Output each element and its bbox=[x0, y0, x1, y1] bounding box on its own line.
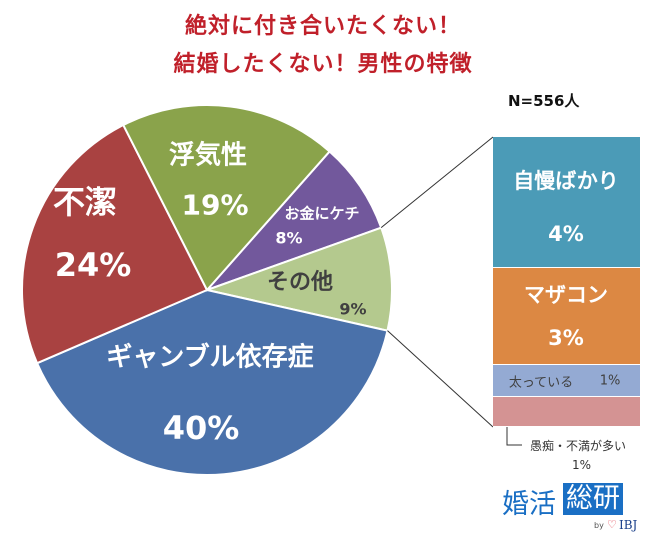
bar-segment-futotte: 太っている 1% bbox=[493, 365, 640, 397]
logo-part1: 婚活 bbox=[502, 489, 556, 520]
value-okane: 8% bbox=[275, 228, 303, 248]
bar-value-mazakon: 3% bbox=[548, 326, 584, 350]
pie-slice-3 bbox=[21, 123, 209, 365]
value-gamble: 40% bbox=[162, 409, 240, 447]
logo-by: by bbox=[594, 521, 604, 530]
bar-value-guchi: 1% bbox=[572, 458, 592, 472]
label-sonota: その他 bbox=[266, 270, 334, 295]
pie-slice-4 bbox=[121, 104, 331, 292]
pie-slice-0 bbox=[206, 150, 383, 291]
label-uwaki: 浮気性 bbox=[168, 140, 248, 171]
heart-icon: ♡ bbox=[607, 518, 617, 531]
label-gamble: ギャンブル依存症 bbox=[106, 342, 314, 373]
bar-segment-jiman: 自慢ばかり 4% bbox=[493, 137, 640, 268]
pie-slice-2 bbox=[35, 288, 389, 476]
bar-label-mazakon: マザコン bbox=[524, 283, 608, 307]
bar-label-futotte: 太っている bbox=[508, 375, 574, 391]
bar-value-futotte: 1% bbox=[599, 373, 621, 389]
bar-segment-mazakon: マザコン 3% bbox=[493, 268, 640, 365]
logo-part2: 総研 bbox=[563, 483, 623, 515]
value-uwaki: 19% bbox=[181, 188, 249, 222]
value-fuketsu: 24% bbox=[54, 246, 132, 284]
pie-slice-1 bbox=[203, 226, 393, 332]
connector-line-1 bbox=[387, 330, 494, 428]
bar-label-guchi: 愚痴・不満が多い bbox=[530, 439, 627, 453]
bar-value-jiman: 4% bbox=[548, 222, 584, 246]
title-line-2: 結婚したくない！男性の特徴 bbox=[173, 52, 473, 77]
bar-segment-guchi bbox=[493, 397, 640, 427]
label-okane: お金にケチ bbox=[284, 204, 360, 223]
logo-brand: IBJ bbox=[619, 518, 638, 532]
sample-size: N=556人 bbox=[508, 92, 580, 110]
title-line-1: 絶対に付き合いたくない！ bbox=[184, 14, 461, 39]
label-fuketsu: 不潔 bbox=[52, 183, 118, 221]
connector-line-0 bbox=[380, 136, 494, 229]
value-sonota: 9% bbox=[339, 299, 367, 319]
bar-label-jiman: 自慢ばかり bbox=[513, 169, 619, 193]
callout-line bbox=[506, 418, 522, 446]
